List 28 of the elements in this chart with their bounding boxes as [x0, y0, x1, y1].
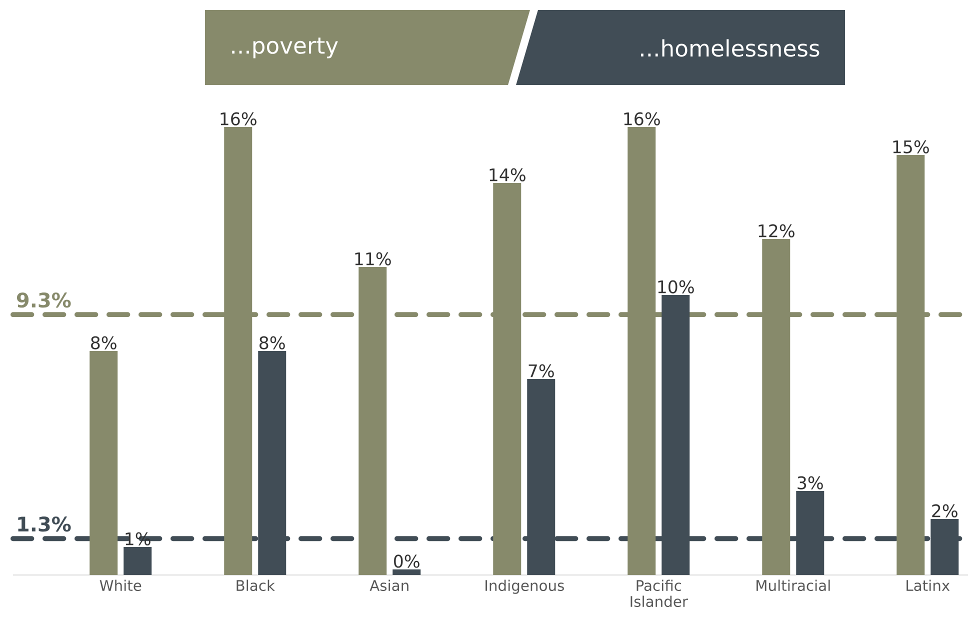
- x-tick-label: Indigenous: [486, 580, 564, 594]
- data-label: 14%: [490, 168, 526, 182]
- data-label: 16%: [624, 112, 660, 126]
- data-label: 7%: [528, 364, 554, 378]
- bar: [124, 546, 152, 575]
- x-tick-label: Black: [236, 580, 275, 592]
- data-label: 10%: [658, 280, 694, 294]
- data-label: 11%: [355, 252, 391, 266]
- text: ...poverty: [232, 38, 338, 58]
- data-label: 15%: [893, 140, 929, 154]
- x-tick-label: White: [100, 580, 142, 592]
- ref-line-label: 1.3%: [18, 516, 71, 532]
- x-tick-label: Multiracial: [756, 580, 830, 592]
- x-tick-label: Pacific Islander: [630, 580, 688, 608]
- ref-line-label: 9.3%: [16, 292, 71, 308]
- data-label: 2%: [932, 504, 958, 518]
- data-label: 16%: [220, 112, 256, 126]
- bar: [90, 350, 118, 575]
- data-label: 8%: [260, 336, 285, 350]
- bar: [392, 569, 421, 575]
- x-tick-label: Asian: [370, 580, 408, 592]
- text: ...homelessness: [641, 39, 820, 57]
- data-label: 12%: [758, 224, 794, 238]
- bar: [358, 266, 387, 575]
- data-label: 0%: [394, 554, 420, 568]
- x-tick-label: Latinx: [906, 580, 950, 592]
- data-label: 8%: [91, 336, 116, 350]
- data-label: 3%: [798, 476, 823, 490]
